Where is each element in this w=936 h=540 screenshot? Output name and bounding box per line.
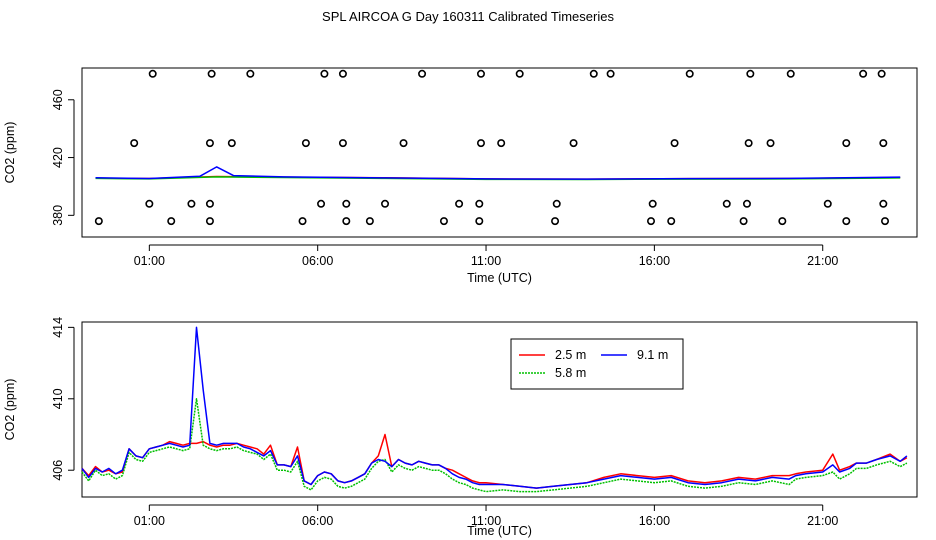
data-point xyxy=(746,69,755,78)
series-line-2 xyxy=(81,326,908,489)
bottom-panel: 01:00 06:00 11:00 16:00 21:00 Time (UTC) 406 41… xyxy=(3,317,918,538)
data-point xyxy=(879,199,888,208)
data-point xyxy=(399,139,408,148)
x-axis-label: Time (UTC) xyxy=(467,524,532,538)
data-point xyxy=(667,217,676,226)
data-point xyxy=(778,217,787,226)
data-point xyxy=(418,69,427,78)
x-tick-label: 16:00 xyxy=(639,254,670,268)
data-point xyxy=(145,199,154,208)
y-tick-label: 406 xyxy=(51,460,65,481)
data-point xyxy=(744,139,753,148)
data-point xyxy=(766,139,775,148)
data-point xyxy=(301,139,310,148)
data-point xyxy=(475,217,484,226)
data-point xyxy=(877,69,886,78)
data-point xyxy=(187,199,196,208)
y-tick-label: 414 xyxy=(51,317,65,338)
plot-frame xyxy=(81,67,918,238)
legend-box xyxy=(510,338,684,390)
x-tick-label: 06:00 xyxy=(302,514,333,528)
data-point xyxy=(439,217,448,226)
data-point xyxy=(476,69,485,78)
legend-label: 9.1 m xyxy=(637,348,668,362)
data-point xyxy=(320,69,329,78)
data-point xyxy=(881,217,890,226)
data-point xyxy=(842,139,851,148)
data-point xyxy=(365,217,374,226)
data-point xyxy=(742,199,751,208)
data-point xyxy=(685,69,694,78)
data-point xyxy=(879,139,888,148)
x-tick-label: 01:00 xyxy=(134,254,165,268)
legend-label: 2.5 m xyxy=(555,348,586,362)
data-point xyxy=(94,217,103,226)
top-panel: 01:00 06:00 11:00 16:00 21:00 Time (UTC) 380 42… xyxy=(3,67,918,285)
chart-title: SPL AIRCOA G Day 160311 Calibrated Times… xyxy=(322,9,614,24)
data-point xyxy=(842,217,851,226)
data-point xyxy=(227,139,236,148)
data-point xyxy=(606,69,615,78)
x-tick-label: 21:00 xyxy=(807,254,838,268)
series-line-2 xyxy=(95,166,901,180)
data-point xyxy=(722,199,731,208)
data-point xyxy=(589,69,598,78)
data-point xyxy=(670,139,679,148)
series-line-0 xyxy=(81,433,908,489)
data-point xyxy=(205,199,214,208)
data-point xyxy=(246,69,255,78)
x-tick-label: 21:00 xyxy=(807,514,838,528)
data-point xyxy=(342,217,351,226)
data-point xyxy=(859,69,868,78)
legend-label: 5.8 m xyxy=(555,366,586,380)
data-point xyxy=(381,199,390,208)
plot-frame xyxy=(81,321,918,498)
data-point xyxy=(569,139,578,148)
data-point xyxy=(823,199,832,208)
data-point xyxy=(786,69,795,78)
x-tick-label: 01:00 xyxy=(134,514,165,528)
data-point xyxy=(739,217,748,226)
data-point xyxy=(515,69,524,78)
data-point xyxy=(338,69,347,78)
data-point xyxy=(455,199,464,208)
data-point xyxy=(475,199,484,208)
legend: 2.5 m 5.8 m 9.1 m xyxy=(510,338,684,390)
data-point xyxy=(148,69,157,78)
x-axis-label: Time (UTC) xyxy=(467,271,532,285)
data-point xyxy=(167,217,176,226)
data-point xyxy=(476,139,485,148)
x-tick-label: 06:00 xyxy=(302,254,333,268)
data-point xyxy=(647,217,656,226)
y-axis-label: CO2 (ppm) xyxy=(3,122,17,184)
data-point xyxy=(317,199,326,208)
data-point xyxy=(338,139,347,148)
x-tick-label: 16:00 xyxy=(639,514,670,528)
data-point xyxy=(205,217,214,226)
y-tick-label: 380 xyxy=(51,205,65,226)
series-line-1 xyxy=(81,398,908,493)
data-point xyxy=(551,217,560,226)
data-point xyxy=(552,199,561,208)
data-point xyxy=(207,69,216,78)
data-point xyxy=(130,139,139,148)
y-tick-label: 410 xyxy=(51,388,65,409)
data-point xyxy=(497,139,506,148)
data-point xyxy=(648,199,657,208)
y-axis-label: CO2 (ppm) xyxy=(3,379,17,441)
y-tick-label: 420 xyxy=(51,147,65,168)
data-point xyxy=(298,217,307,226)
x-tick-label: 11:00 xyxy=(471,514,501,528)
data-point xyxy=(205,139,214,148)
x-tick-label: 11:00 xyxy=(471,254,501,268)
y-tick-label: 460 xyxy=(51,89,65,110)
data-point xyxy=(342,199,351,208)
